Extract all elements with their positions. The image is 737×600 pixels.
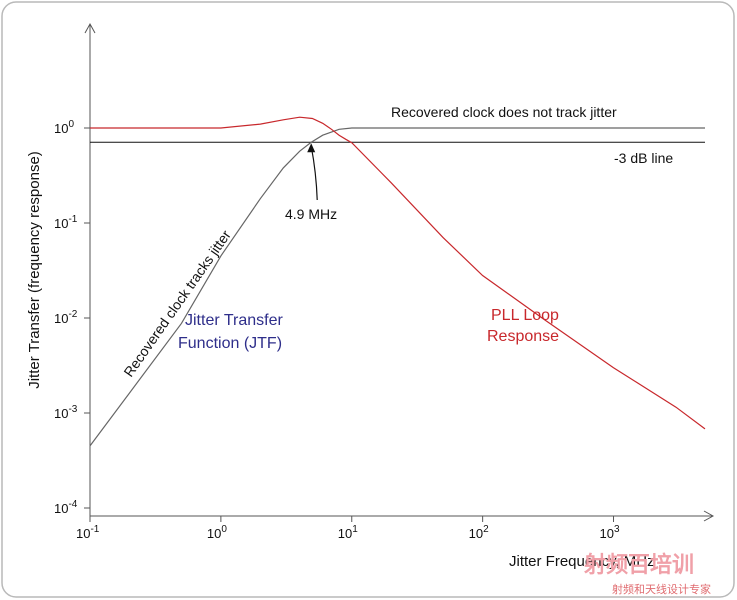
y-tick-label-4: 10-4 [54,499,78,516]
annotation-pll-line2: Response [487,328,559,345]
x-tick-label-1: 100 [207,524,227,541]
x-tick-label-2: 101 [338,524,358,541]
x-axis-arrow [703,510,715,522]
annotation-jtf-line1: Jitter Transfer [185,312,283,329]
annotation-3db-line: -3 dB line [614,150,673,166]
y-tick-label-2: 10-2 [54,309,78,326]
annotation-no-track: Recovered clock does not track jitter [391,104,617,120]
x-tick-label-4: 103 [600,524,620,541]
watermark-tagline: 射频和天线设计专家 [612,582,711,596]
annotation-freq-mark: 4.9 MHz [285,206,337,222]
annotation-pll-line1: PLL Loop [491,307,559,324]
y-axis-arrow [84,22,96,34]
x-tick-label-0: 10-1 [76,524,100,541]
watermark-logo-text: 射频百培训 [583,552,694,578]
x-tick-group: 10-1 100 101 102 103 [76,516,620,541]
x-axis-title: Jitter Frequency, MHz [509,553,655,570]
y-tick-label-3: 10-3 [54,404,78,421]
jtf-curve [89,127,705,447]
annotation-jtf-line2: Function (JTF) [178,335,282,352]
y-tick-label-1: 10-1 [54,214,78,231]
x-tick-label-3: 102 [469,524,489,541]
freq-marker-arrowhead [307,143,316,153]
y-tick-label-0: 100 [54,119,74,136]
y-tick-group: 100 10-1 10-2 10-3 10-4 [54,119,90,516]
pll-loop-response-curve [90,116,706,430]
y-axis-title: Jitter Transfer (frequency response) [26,151,43,389]
